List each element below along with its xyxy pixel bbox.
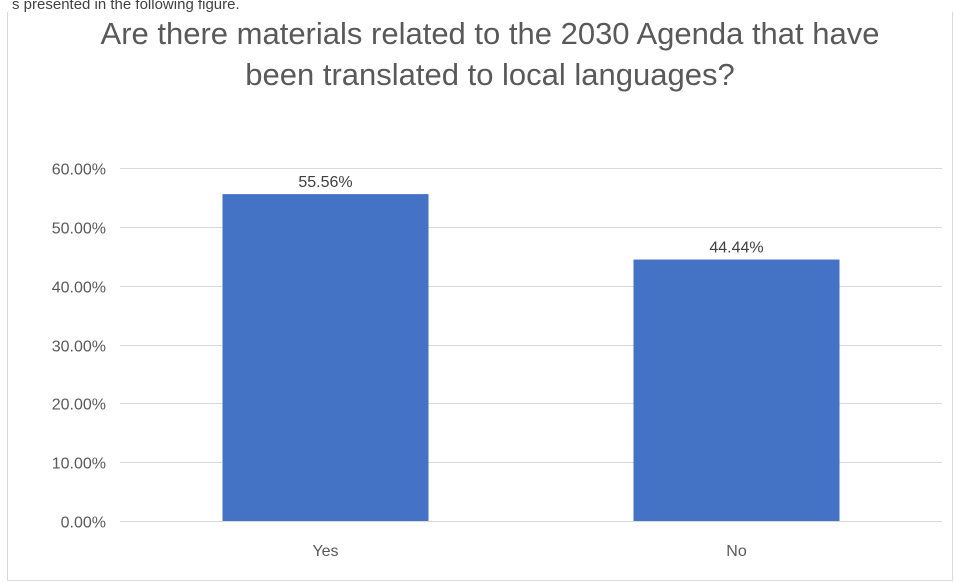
y-tick-label: 10.00% <box>52 456 106 473</box>
y-tick-label: 60.00% <box>52 162 106 179</box>
bars <box>222 194 840 521</box>
x-axis-tick-labels: Yes No <box>312 543 746 560</box>
x-tick-label: Yes <box>312 543 338 560</box>
bar-yes <box>222 194 429 521</box>
bar-no <box>633 259 840 521</box>
chart-title: Are there materials related to the 2030 … <box>100 16 880 92</box>
data-label: 44.44% <box>709 240 763 257</box>
data-label: 55.56% <box>298 174 352 191</box>
y-tick-label: 20.00% <box>52 397 106 414</box>
caption-fragment: s presented in the following figure. <box>12 0 240 13</box>
y-tick-label: 0.00% <box>61 515 106 532</box>
y-tick-label: 40.00% <box>52 280 106 297</box>
y-tick-label: 50.00% <box>52 221 106 238</box>
y-axis-tick-labels: 0.00% 10.00% 20.00% 30.00% 40.00% 50.00% 60.00… <box>52 162 106 532</box>
x-tick-label: No <box>726 543 747 560</box>
data-labels: 55.56% 44.44% <box>298 174 763 256</box>
y-tick-label: 30.00% <box>52 339 106 356</box>
